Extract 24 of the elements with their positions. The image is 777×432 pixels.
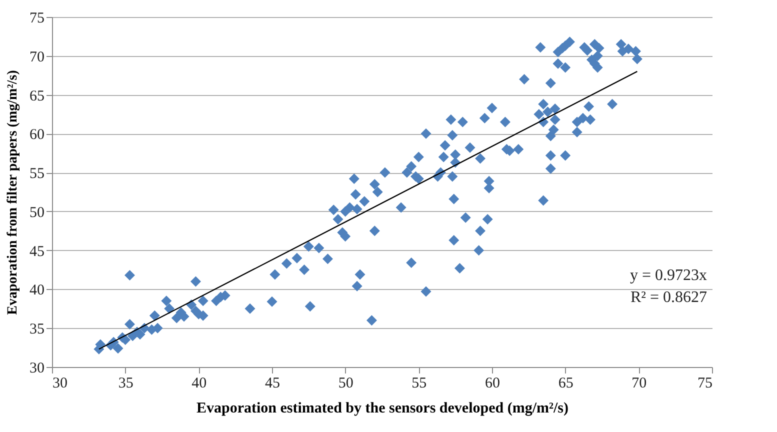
x-tick-label: 55 <box>412 376 427 392</box>
x-tick-label: 60 <box>485 376 500 392</box>
x-tick-label: 30 <box>52 376 68 392</box>
y-tick-label: 70 <box>30 49 44 66</box>
y-tick-label: 35 <box>30 322 44 338</box>
x-axis-title: Evaporation estimated by the sensors developed (mg/m²/s) <box>196 400 568 416</box>
y-tick-label: 75 <box>30 10 44 26</box>
y-tick-label: 40 <box>30 282 44 299</box>
x-tick-label: 75 <box>698 376 712 392</box>
y-axis-title: Evaporation from filter papers (mg/m²/s) <box>6 70 20 315</box>
y-tick-label: 50 <box>30 204 44 221</box>
y-tick-label: 55 <box>30 166 44 182</box>
annotation: R² = 0.8627 <box>630 289 707 306</box>
x-tick-label: 50 <box>338 376 354 392</box>
x-tick-label: 35 <box>118 376 134 392</box>
y-tick-label: 65 <box>30 88 44 104</box>
y-tick-label: 60 <box>30 127 44 144</box>
y-tick-label: 30 <box>30 360 44 376</box>
x-tick-label: 65 <box>558 376 574 392</box>
x-tick-label: 45 <box>265 376 280 392</box>
x-tick-label: 70 <box>632 376 647 392</box>
annotation: y = 0.9723x <box>630 267 707 284</box>
y-tick-label: 45 <box>30 244 44 260</box>
x-tick-label: 40 <box>192 376 207 392</box>
